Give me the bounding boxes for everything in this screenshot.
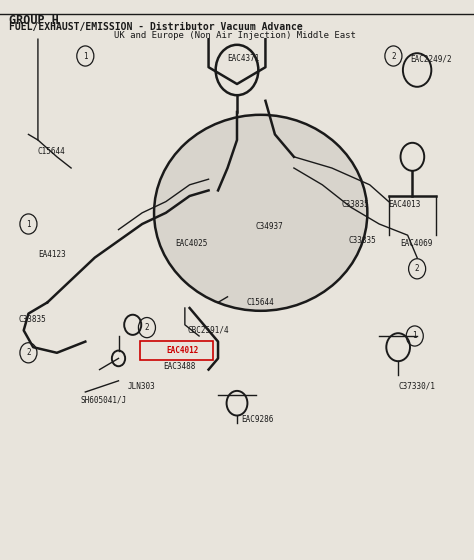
Text: EAC4371: EAC4371 [228,54,260,63]
Text: EAC4012: EAC4012 [166,346,198,354]
Text: C15644: C15644 [38,147,66,156]
Text: 1: 1 [412,332,417,340]
Text: C34937: C34937 [256,222,284,231]
Text: EAC4013: EAC4013 [389,200,421,209]
Text: 1: 1 [26,220,31,228]
Text: EAC4025: EAC4025 [175,239,208,248]
Text: C15644: C15644 [246,298,274,307]
Text: C33835: C33835 [19,315,47,324]
Text: CBC2591/4: CBC2591/4 [187,326,229,335]
Text: 2: 2 [145,323,149,332]
Ellipse shape [154,115,367,311]
Text: SH605041/J: SH605041/J [81,396,127,405]
Text: UK and Europe (Non Air Injection) Middle East: UK and Europe (Non Air Injection) Middle… [114,31,356,40]
Text: EA4123: EA4123 [38,250,66,259]
Text: 2: 2 [26,348,31,357]
Text: EAC9286: EAC9286 [242,416,274,424]
Text: GROUP H: GROUP H [9,14,59,27]
Text: 2: 2 [391,52,396,60]
Text: JLN303: JLN303 [128,382,156,391]
Text: EAC3488: EAC3488 [164,362,196,371]
Text: C37330/1: C37330/1 [398,382,435,391]
Text: 1: 1 [83,52,88,60]
Text: 2: 2 [415,264,419,273]
Bar [140,341,213,360]
Text: FUEL/EXHAUST/EMISSION - Distributor Vacuum Advance: FUEL/EXHAUST/EMISSION - Distributor Vacu… [9,22,303,32]
Text: C33835: C33835 [348,236,376,245]
Text: EAC2249/2: EAC2249/2 [410,54,452,63]
Text: EAC4069: EAC4069 [401,239,433,248]
Text: C33835: C33835 [341,200,369,209]
